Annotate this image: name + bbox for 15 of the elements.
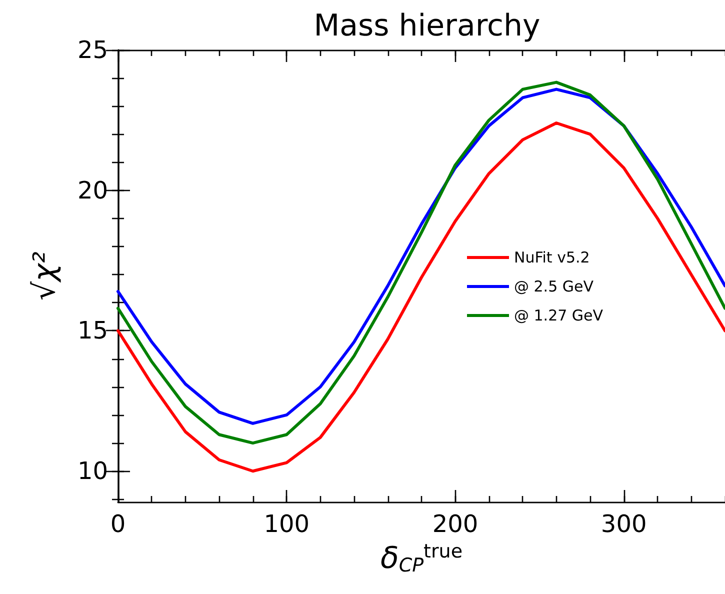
line-series <box>116 121 725 473</box>
legend-label: @ 1.27 GeV <box>514 306 604 324</box>
x-tick-label: 200 <box>432 510 478 538</box>
legend-label: @ 2.5 GeV <box>514 278 594 296</box>
y-tick-label: 15 <box>77 316 108 345</box>
x-tick-label: 300 <box>600 510 647 538</box>
legend-label: NuFit v5.2 <box>514 248 590 266</box>
y-tick-label: 25 <box>77 36 108 64</box>
x-tick-label: 100 <box>264 510 310 538</box>
x-tick-label: 0 <box>110 510 126 538</box>
y-axis-title: √χ² <box>28 252 62 300</box>
y-tick-label: 20 <box>77 176 108 204</box>
y-tick-label: 10 <box>77 457 108 486</box>
chart-title: Mass hierarchy <box>314 8 540 44</box>
x-axis-title: δCPtrue <box>380 540 463 576</box>
